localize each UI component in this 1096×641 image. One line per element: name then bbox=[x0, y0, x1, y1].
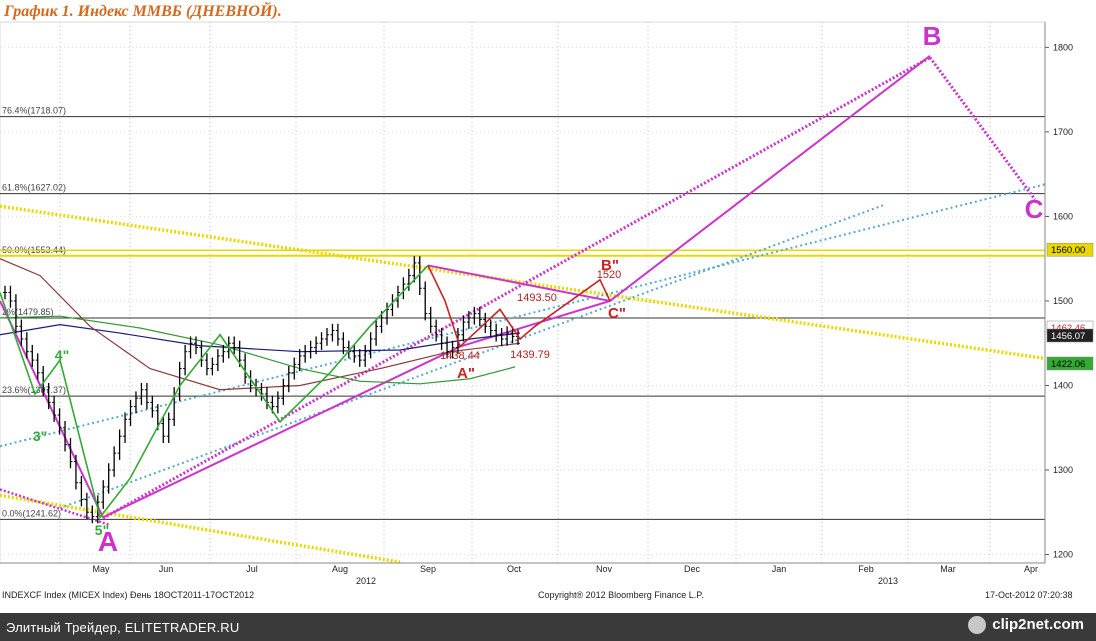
right-price-label: 1462.46 bbox=[1051, 323, 1085, 334]
green-wave bbox=[0, 264, 429, 520]
fib-levels: 76.4%(1718.07)61.8%(1627.02)50.0%(1553.4… bbox=[0, 106, 1045, 520]
wave-label: C" bbox=[608, 305, 626, 322]
wave-label: C bbox=[1025, 194, 1044, 224]
ma-brown bbox=[0, 258, 521, 391]
x-tick-label: May bbox=[92, 564, 110, 574]
x-tick-label: Aug bbox=[332, 564, 348, 574]
fib-level-label: 2%(1479.85) bbox=[2, 307, 54, 317]
annotation-value: 1438.44 bbox=[440, 350, 480, 362]
right-price-label: 1422.06 bbox=[1051, 359, 1085, 370]
x-year-label: 2012 bbox=[356, 576, 376, 586]
right-price-label: 1456.07 bbox=[1051, 331, 1085, 342]
x-tick-label: Jan bbox=[772, 564, 787, 574]
right-price-box bbox=[1046, 356, 1094, 371]
magenta-wave-b-c bbox=[928, 56, 1037, 201]
x-tick-label: Jun bbox=[159, 564, 174, 574]
x-tick-label: Nov bbox=[596, 564, 613, 574]
magenta-down-line bbox=[0, 300, 104, 518]
wave-labels: A B C 5" 4" 3" A" B" C" bbox=[33, 21, 1044, 557]
cyan-channel-bottom bbox=[59, 203, 886, 509]
fib-level-label: 0.0%(1241.62) bbox=[2, 508, 61, 518]
annotation-value: 1493.50 bbox=[517, 292, 557, 304]
chart-title: График 1. Индекс ММВБ (ДНЕВНОЙ). bbox=[3, 1, 282, 20]
magenta-left-line bbox=[0, 488, 111, 527]
red-wave bbox=[427, 265, 611, 349]
footer-timestamp: 17-Oct-2012 07:20:38 bbox=[985, 590, 1073, 600]
trend-lines bbox=[0, 55, 1046, 564]
wave-lines bbox=[0, 264, 611, 520]
wave-label: 4" bbox=[55, 347, 69, 363]
y-tick-label: 1600 bbox=[1053, 211, 1073, 221]
y-axis: 1200 1300 1400 1500 1600 1700 1800 bbox=[1044, 22, 1073, 563]
fib-level-label: 61.8%(1627.02) bbox=[2, 183, 66, 193]
watermark-brand-text: clip2net.com bbox=[992, 616, 1084, 633]
fib-level-label: 76.4%(1718.07) bbox=[2, 106, 66, 116]
annotation-value: 1439.79 bbox=[510, 349, 550, 361]
wave-label: B" bbox=[601, 257, 619, 274]
wave-label: 5" bbox=[95, 522, 109, 538]
wave-label: B bbox=[923, 21, 942, 51]
magenta-projection bbox=[102, 55, 931, 519]
y-tick-label: 1500 bbox=[1053, 296, 1073, 306]
watermark-site: Элитный Трейдер, ELITETRADER.RU bbox=[6, 620, 240, 635]
x-tick-label: Oct bbox=[507, 564, 522, 574]
x-tick-label: Apr bbox=[1024, 564, 1038, 574]
y-tick-label: 1200 bbox=[1053, 550, 1073, 560]
y-tick-label: 1400 bbox=[1053, 380, 1073, 390]
clip2net-logo-icon bbox=[968, 616, 987, 635]
wave-label: 3" bbox=[33, 428, 47, 444]
y-tick-label: 1800 bbox=[1053, 42, 1073, 52]
annotation-value: 1520 bbox=[597, 269, 621, 281]
x-year-label: 2013 bbox=[878, 576, 898, 586]
wave-label: A" bbox=[457, 365, 475, 382]
wave-label: A bbox=[98, 526, 118, 557]
footer-info: INDEXCF Index (MICEX Index) Ðень 18OCT20… bbox=[2, 590, 254, 600]
right-price-box bbox=[1046, 328, 1094, 343]
right-price-box bbox=[1046, 242, 1094, 257]
yellow-channel-bottom bbox=[0, 493, 401, 564]
x-tick-label: Mar bbox=[940, 564, 956, 574]
x-axis: May Jun Jul Aug Sep Oct Nov Dec Jan Feb Mar Apr 2012… bbox=[0, 562, 1045, 586]
right-price-label: 1560.00 bbox=[1051, 245, 1085, 256]
x-tick-label: Feb bbox=[858, 564, 874, 574]
yellow-channel-top bbox=[0, 204, 1046, 361]
y-tick-label: 1300 bbox=[1053, 465, 1073, 475]
annotations: 1438.44 1439.79 1493.50 1520 bbox=[440, 269, 621, 362]
x-tick-label: Jul bbox=[246, 564, 258, 574]
y-tick-label: 1700 bbox=[1053, 127, 1073, 137]
x-tick-label: Sep bbox=[420, 564, 436, 574]
x-tick-label: Dec bbox=[684, 564, 701, 574]
watermark-bar bbox=[0, 613, 1096, 641]
footer-copyright: Copyright® 2012 Bloomberg Finance L.P. bbox=[538, 590, 704, 600]
watermark-brand: clip2net.com bbox=[968, 616, 1084, 635]
magenta-wave-a-b bbox=[102, 56, 931, 520]
